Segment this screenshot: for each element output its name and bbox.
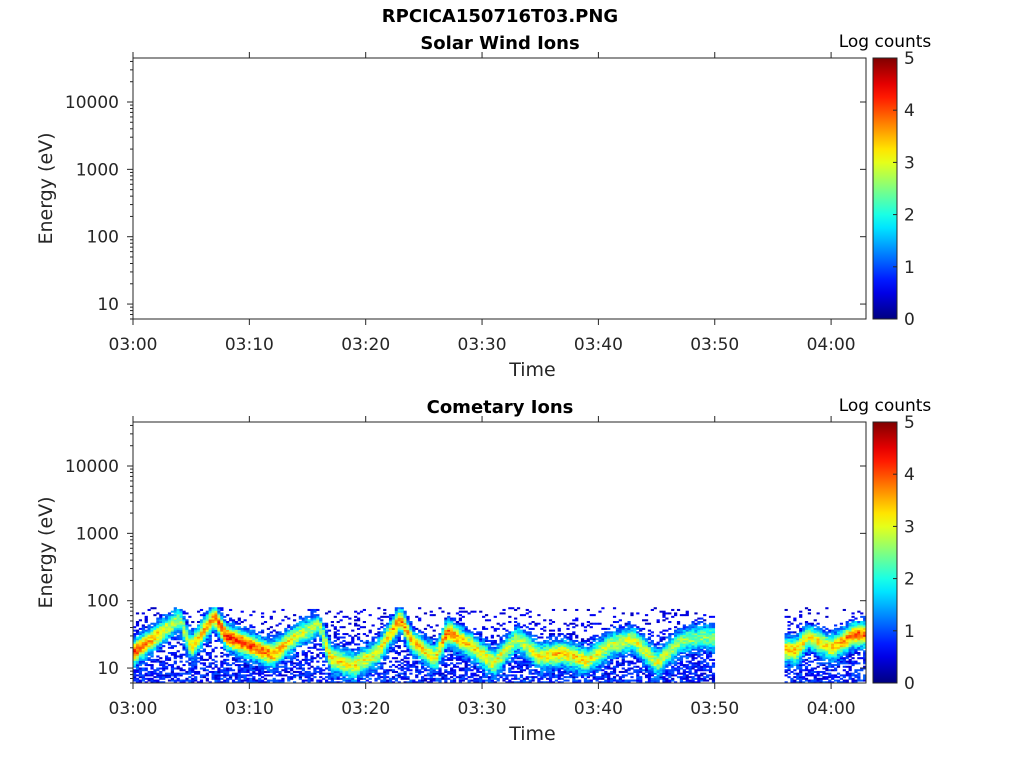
- colorbar-tick-label: 4: [904, 101, 915, 121]
- panel-title: Cometary Ions: [427, 397, 574, 418]
- y-axis-label: Energy (eV): [35, 132, 57, 244]
- colorbar-tick-label: 1: [904, 258, 915, 278]
- panel-title: Solar Wind Ions: [420, 33, 579, 54]
- x-tick-label: 03:00: [109, 335, 158, 355]
- x-tick-label: 03:30: [458, 335, 507, 355]
- heatmap-cells: [133, 607, 867, 684]
- colorbar-tick-label: 3: [904, 153, 915, 173]
- x-axis: 03:00 03:10 03:20 03:30 03:40 03:50 04:00: [109, 416, 856, 719]
- colorbar-tick-label: 5: [904, 413, 915, 433]
- colorbar-scale: [872, 421, 898, 684]
- y-tick-label: 1000: [76, 524, 119, 544]
- y-tick-label: 100: [87, 228, 119, 248]
- y-tick-label: 10: [97, 659, 119, 679]
- x-tick-label: 03:50: [690, 699, 739, 719]
- x-axis-label: Time: [508, 359, 556, 381]
- x-tick-label: 03:50: [690, 335, 739, 355]
- colorbar-label: Log counts: [839, 32, 932, 52]
- x-tick-label: 03:40: [574, 699, 623, 719]
- y-axis: 10 100 1000 10000: [65, 60, 866, 320]
- colorbar-tick-label: 2: [904, 570, 915, 590]
- x-axis: 03:00 03:10 03:20 03:30 03:40 03:50 04:00: [109, 52, 856, 355]
- x-tick-label: 03:00: [109, 699, 158, 719]
- x-tick-label: 03:20: [341, 699, 390, 719]
- x-tick-label: 04:00: [807, 335, 856, 355]
- x-tick-label: 03:30: [458, 699, 507, 719]
- y-tick-label: 100: [87, 592, 119, 612]
- y-tick-label: 10000: [65, 457, 119, 477]
- y-axis: 10 100 1000 10000: [65, 424, 866, 684]
- y-tick-label: 10000: [65, 93, 119, 113]
- colorbar-label: Log counts: [839, 396, 932, 416]
- x-tick-label: 03:10: [225, 699, 274, 719]
- colorbar-tick-label: 4: [904, 465, 915, 485]
- x-tick-label: 03:10: [225, 335, 274, 355]
- figure-title: RPCICA150716T03.PNG: [381, 6, 619, 27]
- colorbar-scale: [872, 57, 898, 320]
- y-tick-label: 10: [97, 295, 119, 315]
- colorbar-tick-label: 5: [904, 49, 915, 69]
- colorbar-tick-label: 1: [904, 622, 915, 642]
- colorbar-tick-label: 2: [904, 206, 915, 226]
- x-axis-label: Time: [508, 723, 556, 745]
- axes-frame: [132, 421, 867, 684]
- colorbar-tick-label: 0: [904, 674, 915, 694]
- x-tick-label: 04:00: [807, 699, 856, 719]
- x-tick-label: 03:40: [574, 335, 623, 355]
- x-tick-label: 03:20: [341, 335, 390, 355]
- y-axis-label: Energy (eV): [35, 496, 57, 608]
- y-tick-label: 1000: [76, 160, 119, 180]
- colorbar-tick-label: 0: [904, 310, 915, 330]
- colorbar-tick-label: 3: [904, 517, 915, 537]
- axes-frame: [132, 57, 867, 320]
